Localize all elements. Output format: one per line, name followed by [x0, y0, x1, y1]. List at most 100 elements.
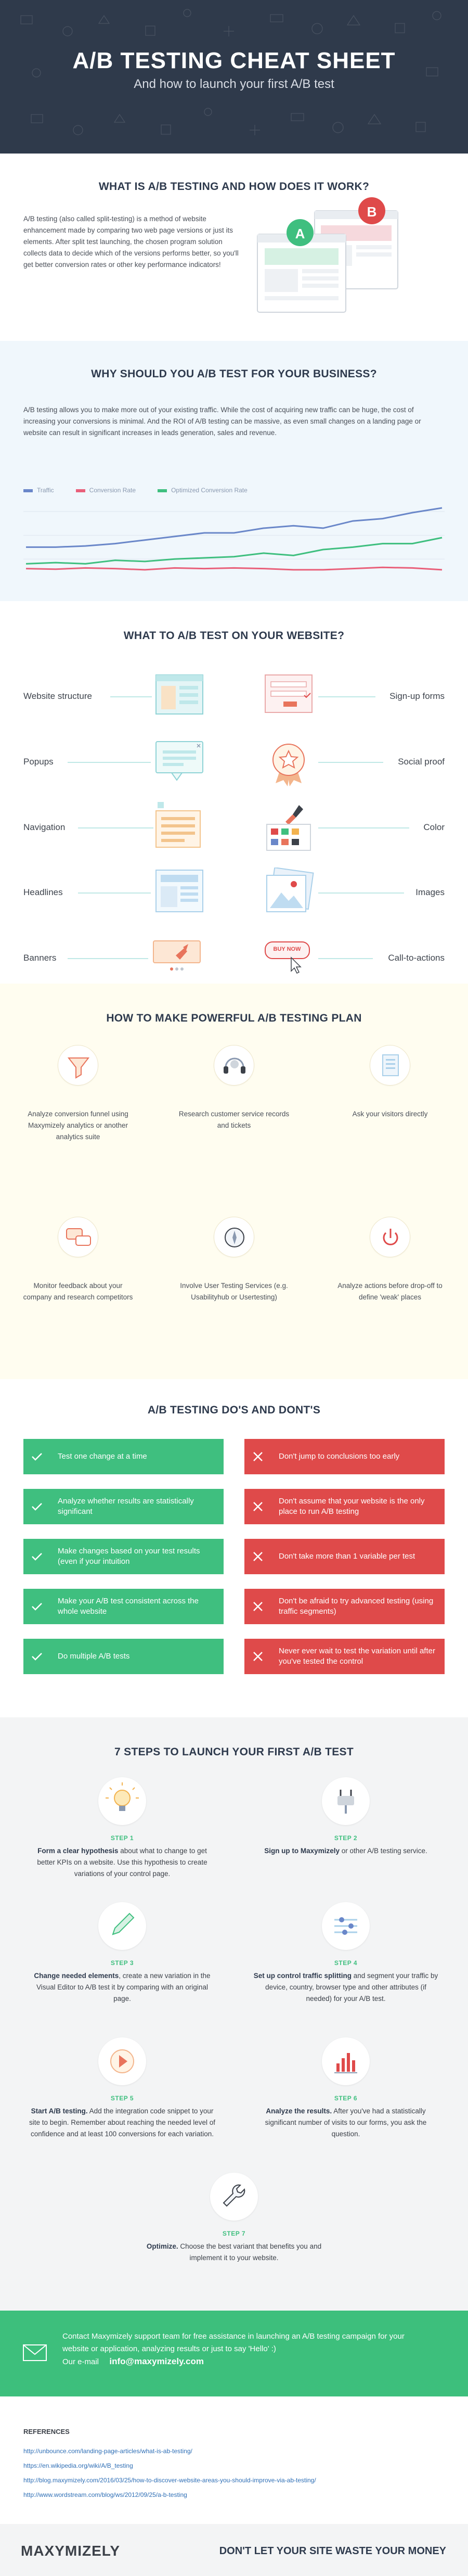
connector-line — [318, 892, 404, 894]
plan-icon-circle — [370, 1045, 410, 1086]
test-item-sign-up-forms: Sign-up forms — [389, 691, 445, 701]
step-text: Sign up to Maxymizely or other A/B testi… — [252, 1845, 439, 1857]
why-section: WHY SHOULD YOU A/B TEST FOR YOUR BUSINES… — [0, 341, 468, 601]
step-detail: Add the integration code snippet to your… — [29, 2107, 215, 2138]
step-bold: Optimize. — [146, 2242, 178, 2250]
dos-donts-section: A/B TESTING DO'S AND DONT'S Test one cha… — [0, 1379, 468, 1717]
reference-link[interactable]: http://blog.maxymizely.com/2016/03/25/ho… — [23, 2477, 316, 2484]
dos-donts-heading: A/B TESTING DO'S AND DONT'S — [147, 1404, 321, 1416]
legend-swatch — [23, 489, 33, 492]
image-gallery-icon — [266, 868, 314, 912]
what-to-test-section: WHAT TO A/B TEST ON YOUR WEBSITE? Websit… — [0, 601, 468, 984]
headset-icon — [224, 1057, 245, 1074]
test-item-banners: Banners — [23, 953, 57, 963]
connector-line — [78, 827, 153, 828]
footer-tagline: DON'T LET YOUR SITE WASTE YOUR MONEY — [219, 2545, 446, 2557]
test-item-headlines: Headlines — [23, 887, 63, 897]
test-item-color: Color — [423, 822, 445, 832]
chart-legend: Traffic Conversion Rate Optimized Conversi… — [23, 487, 335, 497]
step-bold: Start A/B testing. — [31, 2107, 88, 2115]
plan-text: Research customer service records and ti… — [178, 1110, 290, 1129]
legend-item: Optimized Conversion Rate — [158, 487, 248, 494]
step-detail: about what to change to get better KPIs … — [37, 1847, 207, 1878]
connector-line — [110, 696, 152, 697]
step-icon-circle — [98, 2037, 146, 2085]
step-detail: or other A/B testing service. — [339, 1847, 427, 1855]
play-icon — [110, 2049, 134, 2073]
connector-line — [78, 892, 151, 894]
check-icon — [31, 1450, 43, 1463]
footer: MAXYMIZELY DON'T LET YOUR SITE WASTE YOU… — [0, 2524, 468, 2576]
do-item: Make your A/B test consistent across the… — [23, 1589, 224, 1624]
plan-text: Analyze actions before drop-off to defin… — [337, 1282, 443, 1301]
do-item: Test one change at a time — [23, 1439, 224, 1474]
plan-text: Monitor feedback about your company and … — [23, 1282, 133, 1301]
step-icon-circle — [98, 1902, 146, 1950]
chart-series-line — [26, 507, 443, 548]
header: A/B TESTING CHEAT SHEET And how to launc… — [0, 0, 468, 154]
variant-a-label: A — [295, 226, 305, 241]
contact-email-label: Our e-mail — [62, 2357, 99, 2366]
step-text: Analyze the results. After you've had a … — [252, 2106, 439, 2140]
step-detail: Choose the best variant that benefits yo… — [178, 2242, 322, 2262]
connector-line — [318, 696, 375, 697]
legend-swatch — [75, 489, 85, 492]
plan-text: Involve User Testing Services (e.g. Usab… — [180, 1282, 288, 1301]
page-title: A/B TESTING CHEAT SHEET — [72, 48, 396, 73]
dont-text: Don't assume that your website is the on… — [279, 1497, 425, 1516]
step-bold: Form a clear hypothesis — [37, 1847, 119, 1855]
step-detail: , create a new variation in the Visual E… — [36, 1972, 211, 2003]
reference-link[interactable]: https://en.wikipedia.org/wiki/A/B_testin… — [23, 2462, 133, 2469]
what-is-heading: WHAT IS A/B TESTING AND HOW DOES IT WORK… — [98, 181, 370, 193]
reference-link[interactable]: http://unbounce.com/landing-page-article… — [23, 2447, 192, 2455]
step-bold: Change needed elements — [34, 1972, 119, 1980]
plan-icon-circle — [214, 1045, 254, 1086]
connector-line — [68, 762, 151, 763]
step-bold: Analyze the results. — [266, 2107, 332, 2115]
step-icon-circle — [210, 2173, 258, 2221]
lightbulb-icon — [106, 1782, 139, 1811]
connector-line — [318, 827, 409, 828]
step-icon-circle — [98, 1777, 146, 1825]
step-text: Change needed elements, create a new var… — [29, 1970, 216, 2005]
step-label: STEP 6 — [334, 2095, 358, 2102]
step-icon-circle — [322, 2037, 370, 2085]
color-palette-icon — [266, 805, 311, 851]
steps-section: 7 STEPS TO LAUNCH YOUR FIRST A/B TEST ST… — [0, 1717, 468, 2311]
step-text: Set up control traffic splitting and seg… — [252, 1970, 439, 2005]
plan-icon-circle — [58, 1045, 98, 1086]
check-icon — [31, 1500, 43, 1513]
test-item-navigation: Navigation — [23, 822, 66, 832]
power-icon — [383, 1229, 398, 1245]
references-section: REFERENCES http://unbounce.com/landing-p… — [0, 2396, 468, 2524]
chart-series-line — [25, 537, 443, 565]
step-detail: and segment your traffic by device, coun… — [265, 1972, 438, 2003]
plan-text: Ask your visitors directly — [352, 1110, 428, 1118]
step-detail: After you've had a statistically signifi… — [265, 2107, 427, 2138]
dont-item: Don't take more than 1 variable per test — [244, 1539, 445, 1574]
dont-item: Never ever wait to test the variation un… — [244, 1639, 445, 1674]
wrench-icon — [223, 2184, 245, 2207]
survey-icon — [382, 1054, 399, 1076]
step-label: STEP 2 — [334, 1834, 358, 1842]
contact-email-link[interactable]: info@maxymizely.com — [109, 2356, 204, 2366]
references-heading: REFERENCES — [23, 2428, 70, 2435]
reference-link[interactable]: http://www.wordstream.com/blog/ws/2012/0… — [23, 2491, 187, 2498]
dont-text: Never ever wait to test the variation un… — [279, 1647, 435, 1666]
legend-label: Traffic — [37, 487, 54, 494]
cross-icon — [252, 1650, 264, 1663]
cross-icon — [252, 1600, 264, 1613]
steps-heading: 7 STEPS TO LAUNCH YOUR FIRST A/B TEST — [114, 1746, 354, 1758]
contact-section: Contact Maxymizely support team for free… — [0, 2311, 468, 2396]
step-label: STEP 4 — [334, 1959, 358, 1967]
plan-icon-circle — [370, 1217, 410, 1257]
plan-icon-circle — [214, 1217, 254, 1257]
buy-now-button-icon — [265, 941, 310, 974]
check-icon — [31, 1600, 43, 1613]
funnel-icon — [67, 1057, 90, 1079]
what-is-section: WHAT IS A/B TESTING AND HOW DOES IT WORK… — [0, 154, 468, 341]
growth-chart — [23, 507, 445, 571]
test-item-popups: Popups — [23, 757, 54, 767]
step-text: Form a clear hypothesis about what to ch… — [29, 1845, 216, 1880]
do-item: Analyze whether results are statisticall… — [23, 1489, 224, 1524]
